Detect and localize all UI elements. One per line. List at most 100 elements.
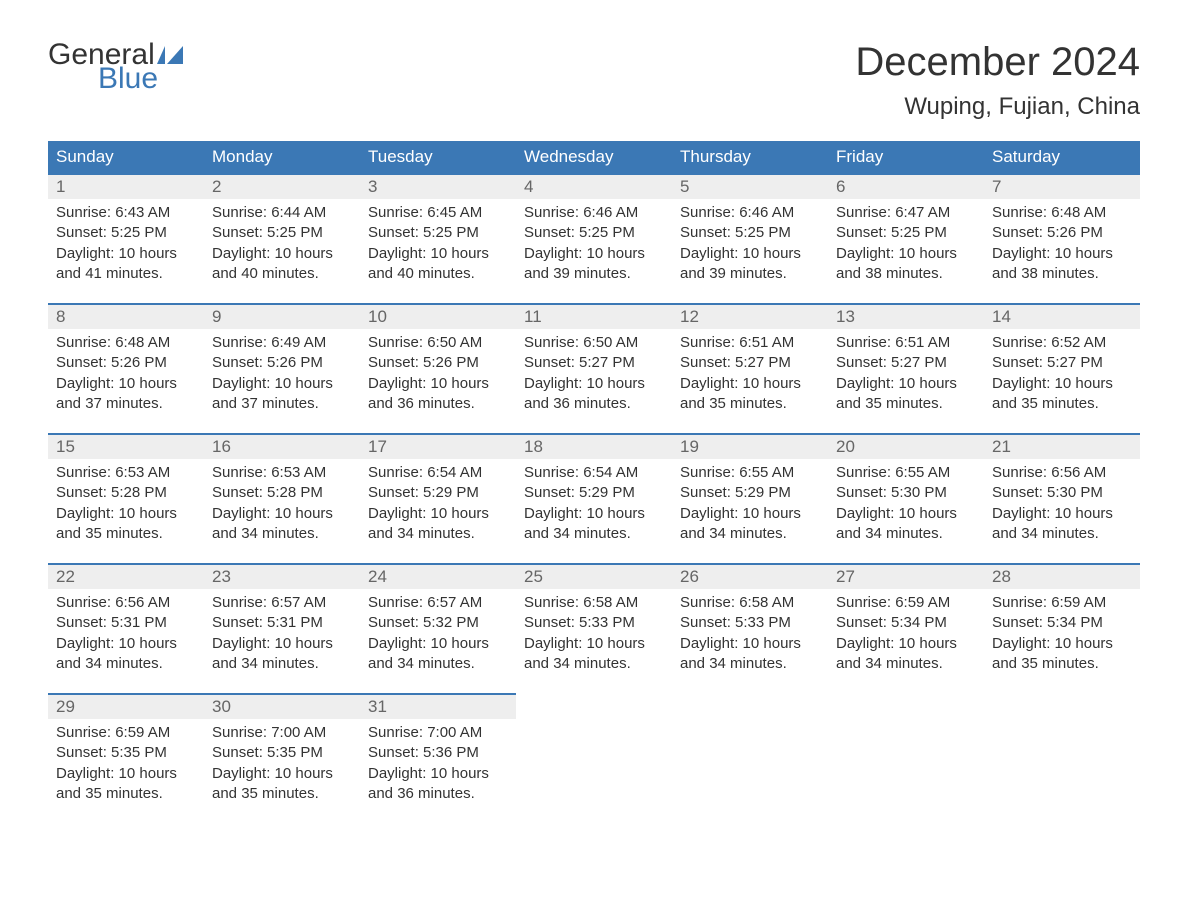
day-dl1: Daylight: 10 hours [524,634,664,654]
month-title: December 2024 [855,40,1140,85]
day-dl2: and 35 minutes. [992,394,1132,414]
day-sunrise: Sunrise: 6:54 AM [524,463,664,483]
weekday-header-row: Sunday Monday Tuesday Wednesday Thursday… [48,141,1140,174]
day-dl1: Daylight: 10 hours [212,374,352,394]
day-sunrise: Sunrise: 6:45 AM [368,203,508,223]
calendar-day-cell: 28Sunrise: 6:59 AMSunset: 5:34 PMDayligh… [984,564,1140,694]
day-dl1: Daylight: 10 hours [212,244,352,264]
day-dl2: and 34 minutes. [524,654,664,674]
day-detail: Sunrise: 6:49 AMSunset: 5:26 PMDaylight:… [204,329,360,422]
day-dl1: Daylight: 10 hours [368,634,508,654]
day-sunrise: Sunrise: 6:53 AM [212,463,352,483]
calendar-week-row: 22Sunrise: 6:56 AMSunset: 5:31 PMDayligh… [48,564,1140,694]
day-sunset: Sunset: 5:27 PM [680,353,820,373]
day-sunset: Sunset: 5:27 PM [836,353,976,373]
calendar-week-row: 15Sunrise: 6:53 AMSunset: 5:28 PMDayligh… [48,434,1140,564]
weekday-header: Saturday [984,141,1140,174]
day-dl2: and 41 minutes. [56,264,196,284]
calendar-body: 1Sunrise: 6:43 AMSunset: 5:25 PMDaylight… [48,174,1140,823]
calendar-day-cell: 19Sunrise: 6:55 AMSunset: 5:29 PMDayligh… [672,434,828,564]
day-sunset: Sunset: 5:26 PM [992,223,1132,243]
calendar-day-cell: 23Sunrise: 6:57 AMSunset: 5:31 PMDayligh… [204,564,360,694]
day-dl1: Daylight: 10 hours [56,244,196,264]
calendar-day-cell: 26Sunrise: 6:58 AMSunset: 5:33 PMDayligh… [672,564,828,694]
day-dl2: and 36 minutes. [368,394,508,414]
day-number: 11 [516,305,672,329]
day-dl1: Daylight: 10 hours [212,504,352,524]
day-detail: Sunrise: 7:00 AMSunset: 5:35 PMDaylight:… [204,719,360,812]
day-detail: Sunrise: 6:43 AMSunset: 5:25 PMDaylight:… [48,199,204,292]
calendar-day-cell: 25Sunrise: 6:58 AMSunset: 5:33 PMDayligh… [516,564,672,694]
day-sunset: Sunset: 5:25 PM [212,223,352,243]
day-detail: Sunrise: 6:57 AMSunset: 5:31 PMDaylight:… [204,589,360,682]
calendar-day-cell: 17Sunrise: 6:54 AMSunset: 5:29 PMDayligh… [360,434,516,564]
day-detail: Sunrise: 6:54 AMSunset: 5:29 PMDaylight:… [360,459,516,552]
day-detail: Sunrise: 6:58 AMSunset: 5:33 PMDaylight:… [672,589,828,682]
day-sunrise: Sunrise: 6:46 AM [524,203,664,223]
day-detail: Sunrise: 6:51 AMSunset: 5:27 PMDaylight:… [828,329,984,422]
calendar-day-cell: 10Sunrise: 6:50 AMSunset: 5:26 PMDayligh… [360,304,516,434]
day-number: 27 [828,565,984,589]
day-detail: Sunrise: 6:50 AMSunset: 5:26 PMDaylight:… [360,329,516,422]
day-dl2: and 35 minutes. [212,784,352,804]
day-sunset: Sunset: 5:29 PM [524,483,664,503]
calendar-day-cell: 7Sunrise: 6:48 AMSunset: 5:26 PMDaylight… [984,174,1140,304]
day-dl1: Daylight: 10 hours [212,634,352,654]
day-number: 6 [828,175,984,199]
day-sunset: Sunset: 5:25 PM [680,223,820,243]
day-number: 15 [48,435,204,459]
day-detail: Sunrise: 6:53 AMSunset: 5:28 PMDaylight:… [204,459,360,552]
calendar-day-cell: 6Sunrise: 6:47 AMSunset: 5:25 PMDaylight… [828,174,984,304]
calendar-empty-cell [984,694,1140,823]
day-number: 21 [984,435,1140,459]
day-number: 3 [360,175,516,199]
day-sunrise: Sunrise: 6:59 AM [992,593,1132,613]
calendar-day-cell: 3Sunrise: 6:45 AMSunset: 5:25 PMDaylight… [360,174,516,304]
calendar-day-cell: 15Sunrise: 6:53 AMSunset: 5:28 PMDayligh… [48,434,204,564]
day-dl1: Daylight: 10 hours [992,374,1132,394]
calendar-day-cell: 8Sunrise: 6:48 AMSunset: 5:26 PMDaylight… [48,304,204,434]
day-dl1: Daylight: 10 hours [680,374,820,394]
day-number: 12 [672,305,828,329]
day-detail: Sunrise: 6:55 AMSunset: 5:30 PMDaylight:… [828,459,984,552]
day-sunset: Sunset: 5:25 PM [836,223,976,243]
weekday-header: Friday [828,141,984,174]
day-dl2: and 39 minutes. [680,264,820,284]
day-detail: Sunrise: 6:47 AMSunset: 5:25 PMDaylight:… [828,199,984,292]
day-dl1: Daylight: 10 hours [680,244,820,264]
day-dl2: and 34 minutes. [680,524,820,544]
day-dl1: Daylight: 10 hours [992,244,1132,264]
title-block: December 2024 Wuping, Fujian, China [855,40,1140,133]
day-sunrise: Sunrise: 6:50 AM [368,333,508,353]
day-number: 14 [984,305,1140,329]
day-detail: Sunrise: 7:00 AMSunset: 5:36 PMDaylight:… [360,719,516,812]
day-number: 17 [360,435,516,459]
day-number: 22 [48,565,204,589]
day-dl1: Daylight: 10 hours [836,244,976,264]
day-sunset: Sunset: 5:26 PM [368,353,508,373]
day-sunset: Sunset: 5:26 PM [212,353,352,373]
calendar-day-cell: 1Sunrise: 6:43 AMSunset: 5:25 PMDaylight… [48,174,204,304]
day-detail: Sunrise: 6:45 AMSunset: 5:25 PMDaylight:… [360,199,516,292]
day-sunset: Sunset: 5:31 PM [56,613,196,633]
calendar-day-cell: 27Sunrise: 6:59 AMSunset: 5:34 PMDayligh… [828,564,984,694]
day-sunset: Sunset: 5:30 PM [836,483,976,503]
day-dl2: and 35 minutes. [836,394,976,414]
day-dl2: and 35 minutes. [56,784,196,804]
day-dl2: and 37 minutes. [56,394,196,414]
day-sunrise: Sunrise: 6:59 AM [836,593,976,613]
weekday-header: Wednesday [516,141,672,174]
calendar-week-row: 1Sunrise: 6:43 AMSunset: 5:25 PMDaylight… [48,174,1140,304]
day-sunset: Sunset: 5:34 PM [836,613,976,633]
day-dl2: and 36 minutes. [368,784,508,804]
day-dl2: and 38 minutes. [836,264,976,284]
day-number: 10 [360,305,516,329]
calendar-day-cell: 9Sunrise: 6:49 AMSunset: 5:26 PMDaylight… [204,304,360,434]
day-detail: Sunrise: 6:57 AMSunset: 5:32 PMDaylight:… [360,589,516,682]
day-dl2: and 35 minutes. [56,524,196,544]
day-sunset: Sunset: 5:34 PM [992,613,1132,633]
calendar-day-cell: 16Sunrise: 6:53 AMSunset: 5:28 PMDayligh… [204,434,360,564]
day-sunrise: Sunrise: 6:58 AM [680,593,820,613]
calendar-day-cell: 2Sunrise: 6:44 AMSunset: 5:25 PMDaylight… [204,174,360,304]
day-detail: Sunrise: 6:51 AMSunset: 5:27 PMDaylight:… [672,329,828,422]
